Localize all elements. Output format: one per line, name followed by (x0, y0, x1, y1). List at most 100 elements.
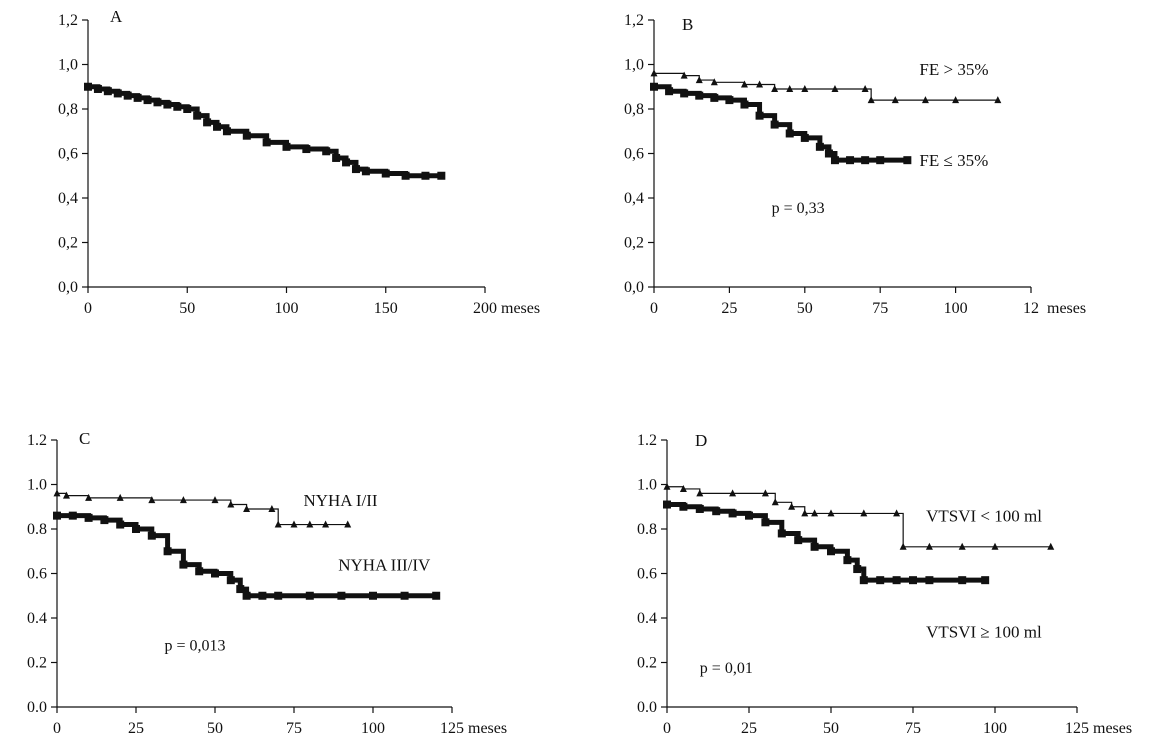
y-tick-label: 0.2 (637, 655, 657, 672)
y-tick-label: 0,6 (624, 146, 644, 163)
y-tick-label: 1,0 (624, 57, 644, 74)
y-tick-label: 1,0 (58, 57, 78, 74)
censor-marker-square (665, 87, 674, 96)
y-tick-label: 0.4 (637, 610, 657, 627)
panel-letter: D (695, 431, 707, 450)
chart-panel-d: 0.0 0.2 0.4 0.6 0.8 1.0 1.2 0 25 50 75 100 125 meses D… (637, 431, 1132, 737)
censor-marker-square (755, 111, 764, 120)
censor-marker-square (203, 118, 212, 127)
series-heavy (650, 82, 912, 165)
censor-marker-triangle (650, 69, 658, 77)
curve-label: VTSVI < 100 ml (926, 507, 1042, 526)
x-tick-label: 0 (53, 720, 61, 737)
censor-marker-triangle (958, 542, 966, 550)
censor-marker-square (712, 507, 721, 516)
censor-marker-square (925, 576, 934, 585)
censor-marker-square (421, 171, 430, 180)
chart-panel-c: 0.0 0.2 0.4 0.6 0.8 1.0 1.2 0 25 50 75 100 125 meses C… (27, 429, 507, 737)
censor-marker-triangle (679, 484, 687, 492)
panel-letter: C (79, 429, 90, 448)
series-light (663, 482, 1055, 550)
censor-marker-triangle (1047, 542, 1055, 550)
censor-marker-square (843, 556, 852, 565)
curve-label: FE > 35% (919, 60, 988, 79)
censor-marker-square (84, 82, 92, 91)
censor-marker-triangle (827, 509, 835, 517)
x-tick-label: 150 (374, 300, 398, 317)
x-tick-label: 200 (473, 300, 497, 317)
y-tick-label: 0.8 (27, 521, 47, 538)
censor-marker-square (236, 585, 245, 594)
x-tick-label: 50 (207, 720, 223, 737)
p-value-annotation: p = 0,013 (164, 638, 225, 655)
curve-label: NYHA I/II (303, 491, 377, 510)
x-tick-label: 0 (650, 300, 658, 317)
censor-marker-triangle (53, 489, 61, 497)
censor-marker-square (770, 120, 779, 129)
x-tick-label: 125 (440, 720, 464, 737)
censor-marker-triangle (831, 84, 839, 92)
censor-marker-square (853, 565, 862, 574)
censor-marker-square (710, 93, 719, 102)
y-tick-label: 0.6 (27, 566, 47, 583)
censor-marker-triangle (786, 84, 794, 92)
censor-marker-square (437, 171, 446, 180)
p-value-annotation: p = 0,01 (700, 660, 753, 677)
censor-marker-triangle (921, 96, 929, 104)
series-light (650, 69, 1002, 104)
censor-marker-triangle (696, 489, 704, 497)
censor-marker-square (183, 105, 192, 113)
x-tick-label: 125 (1065, 720, 1089, 737)
censor-marker-square (401, 171, 410, 180)
y-tick-label: 0,4 (624, 190, 644, 207)
censor-marker-square (195, 567, 204, 576)
censor-marker-triangle (893, 509, 901, 517)
censor-marker-square (663, 500, 671, 509)
series-light (53, 489, 352, 528)
y-tick-label: 1.2 (637, 432, 657, 449)
chart-panel-a: 0,0 0,2 0,4 0,6 0,8 1,0 1,2 0 50 100 150 200 meses A (58, 7, 540, 317)
censor-marker-triangle (756, 80, 764, 88)
censor-marker-triangle (322, 520, 330, 528)
censor-marker-triangle (899, 542, 907, 550)
censor-marker-square (381, 169, 390, 178)
x-axis-label: meses (501, 300, 540, 317)
censor-marker-triangle (761, 489, 769, 497)
censor-marker-triangle (811, 509, 819, 517)
censor-marker-square (369, 591, 377, 600)
censor-marker-square (332, 153, 341, 162)
censor-marker-square (242, 591, 251, 600)
censor-marker-square (400, 591, 409, 600)
x-axis-label: meses (1047, 300, 1086, 317)
y-tick-label: 1,2 (624, 12, 644, 29)
y-tick-label: 1.0 (27, 477, 47, 494)
x-tick-label: 50 (797, 300, 813, 317)
censor-marker-square (226, 576, 235, 585)
censor-marker-square (827, 547, 835, 556)
censor-marker-triangle (991, 542, 999, 550)
censor-marker-square (153, 98, 162, 107)
censor-marker-triangle (867, 96, 875, 104)
censor-marker-square (282, 142, 291, 151)
censor-marker-square (785, 129, 794, 138)
x-tick-label: 75 (905, 720, 921, 737)
censor-marker-square (815, 142, 824, 151)
censor-marker-square (213, 122, 222, 131)
survival-step-line (57, 513, 437, 599)
series-heavy (663, 500, 990, 585)
y-tick-label: 0,0 (624, 279, 644, 296)
censor-marker-square (680, 89, 689, 98)
censor-marker-square (761, 518, 770, 527)
censor-marker-square (143, 96, 152, 105)
censor-marker-triangle (801, 84, 809, 92)
y-tick-label: 0,6 (58, 146, 78, 163)
censor-marker-square (179, 560, 188, 569)
censor-marker-square (322, 147, 331, 156)
censor-marker-square (909, 576, 917, 585)
censor-marker-square (305, 591, 314, 600)
x-tick-label: 50 (179, 300, 195, 317)
censor-marker-square (274, 591, 283, 600)
y-tick-label: 0,0 (58, 279, 78, 296)
y-tick-label: 1,2 (58, 12, 78, 29)
